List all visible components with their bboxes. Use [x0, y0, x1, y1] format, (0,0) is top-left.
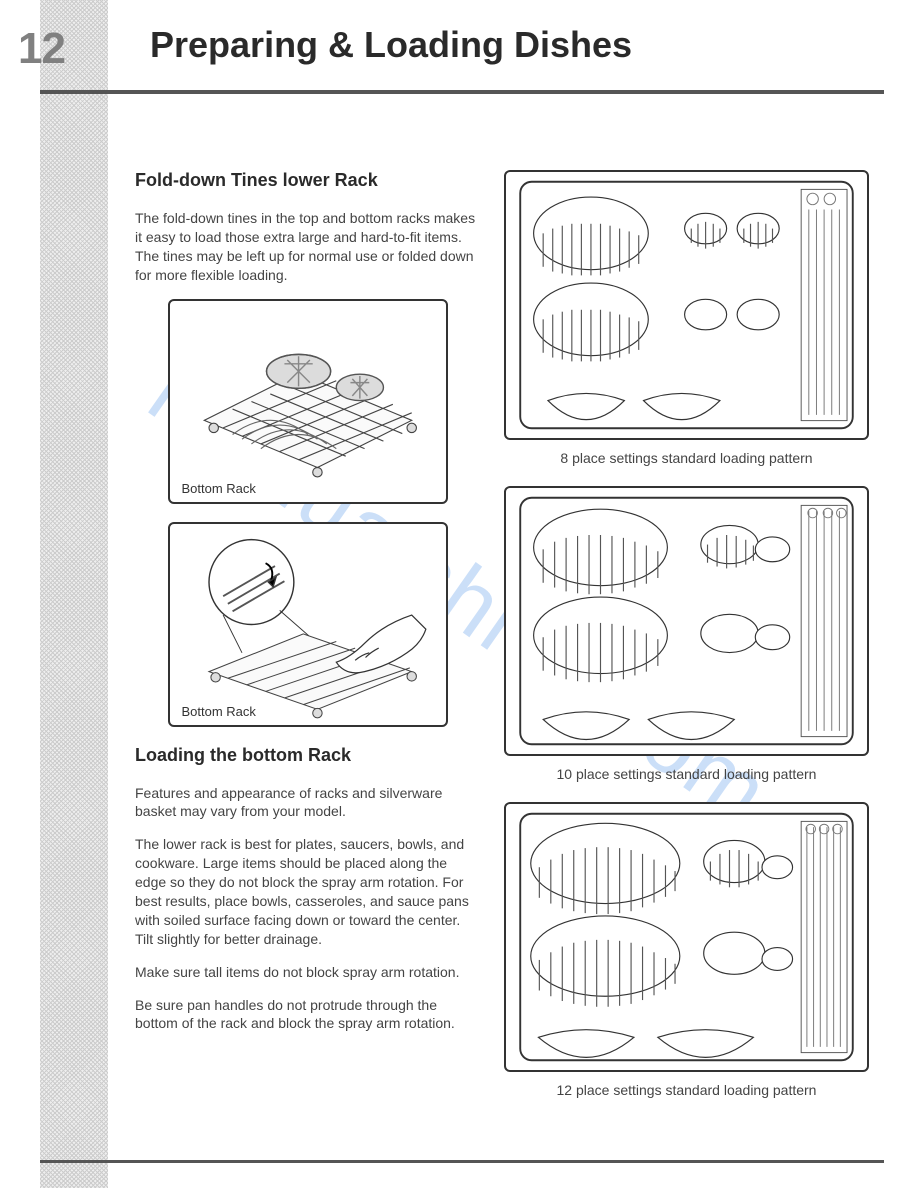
figure-bottom-rack-2: Bottom Rack: [168, 522, 448, 727]
page-number: 12: [18, 24, 65, 74]
right-column: 8 place settings standard loading patter…: [504, 170, 869, 1118]
figure-10-place: [504, 486, 869, 756]
section2-p2: The lower rack is best for plates, sauce…: [135, 835, 480, 948]
figure-12-place: [504, 802, 869, 1072]
section2-p1: Features and appearance of racks and sil…: [135, 784, 480, 822]
figure-8-place: [504, 170, 869, 440]
rack-hand-svg: [176, 527, 440, 722]
caption-10: 10 place settings standard loading patte…: [504, 766, 869, 782]
left-column: Fold-down Tines lower Rack The fold-down…: [135, 170, 480, 1118]
caption-12: 12 place settings standard loading patte…: [504, 1082, 869, 1098]
figure2-label: Bottom Rack: [180, 704, 258, 719]
pattern-12-svg: [512, 808, 861, 1066]
section2-title: Loading the bottom Rack: [135, 745, 480, 766]
section2-p3: Make sure tall items do not block spray …: [135, 963, 480, 982]
section2-p4: Be sure pan handles do not protrude thro…: [135, 996, 480, 1034]
figure-bottom-rack-1: Bottom Rack: [168, 299, 448, 504]
rule-top: [40, 90, 884, 94]
side-texture-strip: [40, 0, 108, 1188]
section1-para: The fold-down tines in the top and botto…: [135, 209, 480, 285]
caption-8: 8 place settings standard loading patter…: [504, 450, 869, 466]
pattern-10-svg: [512, 492, 861, 750]
rack-iso-svg: [176, 304, 440, 499]
figure1-label: Bottom Rack: [180, 481, 258, 496]
page-title: Preparing & Loading Dishes: [150, 24, 632, 66]
pattern-8-svg: [512, 176, 861, 434]
content-area: Fold-down Tines lower Rack The fold-down…: [135, 170, 885, 1118]
section1-title: Fold-down Tines lower Rack: [135, 170, 480, 191]
rule-bottom: [40, 1160, 884, 1163]
